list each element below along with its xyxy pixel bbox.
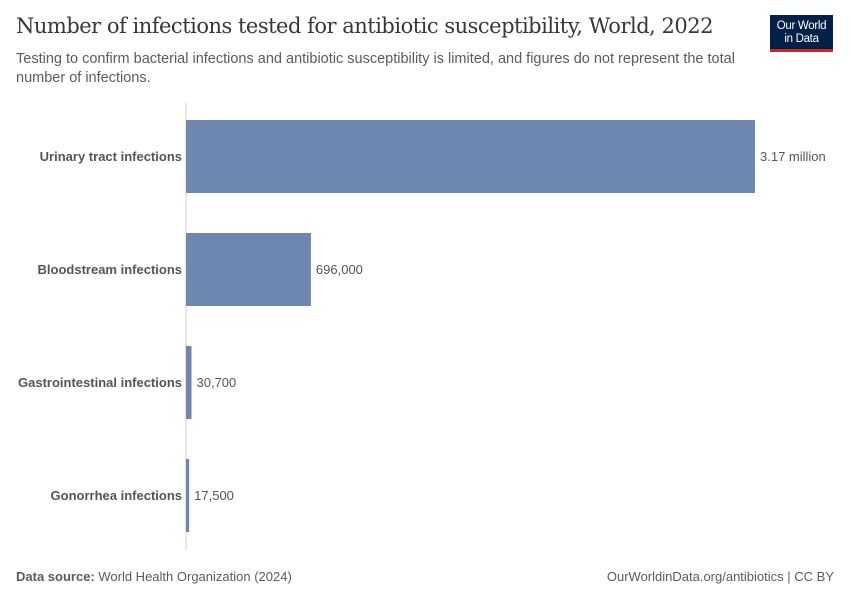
chart-subtitle: Testing to confirm bacterial infections … — [16, 51, 735, 86]
bar — [186, 459, 190, 532]
data-source: Data source: World Health Organization (… — [16, 569, 292, 584]
category-label: Urinary tract infections — [40, 149, 182, 164]
value-label: 696,000 — [316, 262, 363, 277]
bar — [186, 233, 311, 306]
bar-chart: Urinary tract infections 3.17 million Bloo… — [18, 103, 826, 550]
value-label: 3.17 million — [760, 149, 826, 164]
value-label: 17,500 — [194, 488, 234, 503]
owid-logo[interactable]: Our World in Data — [770, 15, 833, 52]
chart-title: Number of infections tested for antibiot… — [16, 14, 713, 38]
category-label: Gastrointestinal infections — [18, 375, 182, 390]
value-label: 30,700 — [197, 375, 237, 390]
license-link[interactable]: OurWorldinData.org/antibiotics | CC BY — [606, 569, 834, 584]
category-label: Gonorrhea infections — [51, 488, 182, 503]
category-label: Bloodstream infections — [38, 262, 182, 277]
bar — [186, 346, 192, 419]
bar — [186, 120, 755, 193]
